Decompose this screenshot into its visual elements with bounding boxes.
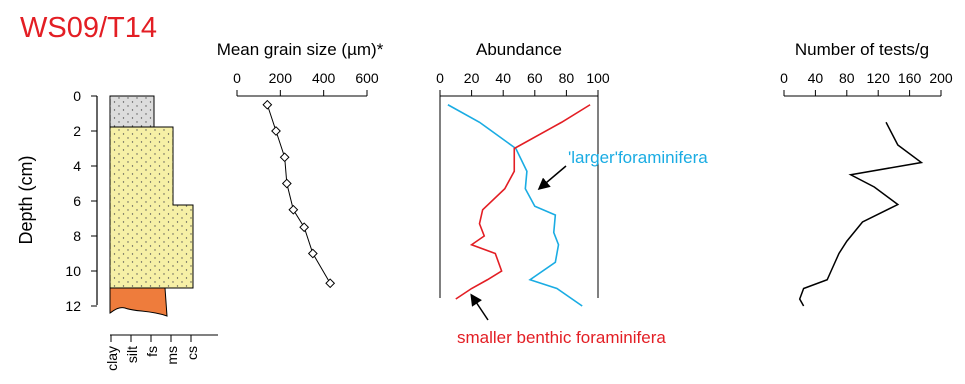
x-tick-label: 60 <box>527 70 543 86</box>
basal-unit <box>110 288 167 316</box>
tests-line <box>800 122 922 306</box>
x-tick-label: 100 <box>586 70 610 86</box>
grain-size-point <box>283 179 291 187</box>
x-tick-label: 80 <box>839 70 855 86</box>
x-tick-label: 80 <box>559 70 575 86</box>
grain-class-label: cs <box>184 346 200 360</box>
grain-class-label: fs <box>144 346 160 357</box>
grain-size-point <box>326 279 334 287</box>
depth-tick-label: 10 <box>65 263 81 279</box>
x-tick-label: 40 <box>495 70 511 86</box>
smaller-foraminifera-line <box>456 105 590 299</box>
grain-size-point <box>263 101 271 109</box>
grain-size-point <box>300 223 308 231</box>
depth-tick-label: 6 <box>73 193 81 209</box>
x-tick-label: 200 <box>929 70 953 86</box>
upper-unit-dots <box>110 96 154 127</box>
smaller-foram-label: smaller benthic foraminifera <box>457 328 666 347</box>
grain-size-point <box>309 249 317 257</box>
tests-series <box>800 122 922 306</box>
x-tick-label: 400 <box>312 70 336 86</box>
grain-size-series <box>263 101 334 288</box>
x-tick-label: 0 <box>233 70 241 86</box>
larger-foraminifera-line <box>448 105 582 306</box>
grain-size-ticks: 0 200 400 600 <box>233 70 379 96</box>
figure-title: WS09/T14 <box>20 12 157 44</box>
x-tick-label: 160 <box>898 70 922 86</box>
x-tick-label: 120 <box>867 70 891 86</box>
grain-scale: clay silt fs ms cs <box>104 335 200 371</box>
smaller-foram-arrow <box>472 296 488 320</box>
grain-size-point <box>280 153 288 161</box>
x-tick-label: 200 <box>269 70 293 86</box>
depth-axis-label: Depth (cm) <box>16 155 36 244</box>
depth-tick-label: 0 <box>73 88 81 104</box>
abundance-panel: Abundance 0 20 40 60 80 100 'larger'foraminif… <box>436 40 708 347</box>
x-tick-label: 0 <box>436 70 444 86</box>
grain-size-point <box>272 127 280 135</box>
grain-size-title: Mean grain size (µm)* <box>217 40 384 59</box>
depth-tick-label: 4 <box>73 158 81 174</box>
x-tick-label: 600 <box>355 70 379 86</box>
depth-tick-label: 8 <box>73 228 81 244</box>
tests-ticks: 0 40 80 120 160 200 <box>780 70 953 96</box>
x-tick-label: 0 <box>780 70 788 86</box>
grain-class-label: clay <box>104 346 120 371</box>
larger-foram-label: 'larger'foraminifera <box>568 148 708 167</box>
sand-unit-dots <box>110 127 193 288</box>
larger-foram-arrow <box>540 166 566 188</box>
abundance-title: Abundance <box>476 40 562 59</box>
grain-size-point <box>289 206 297 214</box>
x-tick-label: 40 <box>808 70 824 86</box>
depth-tick-label: 2 <box>73 123 81 139</box>
abundance-ticks: 0 20 40 60 80 100 <box>436 70 610 96</box>
depth-ticks: 0 2 4 6 8 10 12 <box>65 88 97 314</box>
tests-panel: Number of tests/g 0 40 80 120 160 200 <box>780 40 953 306</box>
depth-tick-label: 12 <box>65 298 81 314</box>
grain-size-panel: Mean grain size (µm)* 0 200 400 600 <box>217 40 384 287</box>
grain-class-label: ms <box>164 346 180 365</box>
x-tick-label: 20 <box>464 70 480 86</box>
lithology-log: Depth (cm) 0 2 4 6 8 10 12 clay silt fs ms cs <box>16 88 218 371</box>
tests-title: Number of tests/g <box>795 40 929 59</box>
grain-class-label: silt <box>124 346 140 363</box>
abundance-series <box>448 105 590 306</box>
